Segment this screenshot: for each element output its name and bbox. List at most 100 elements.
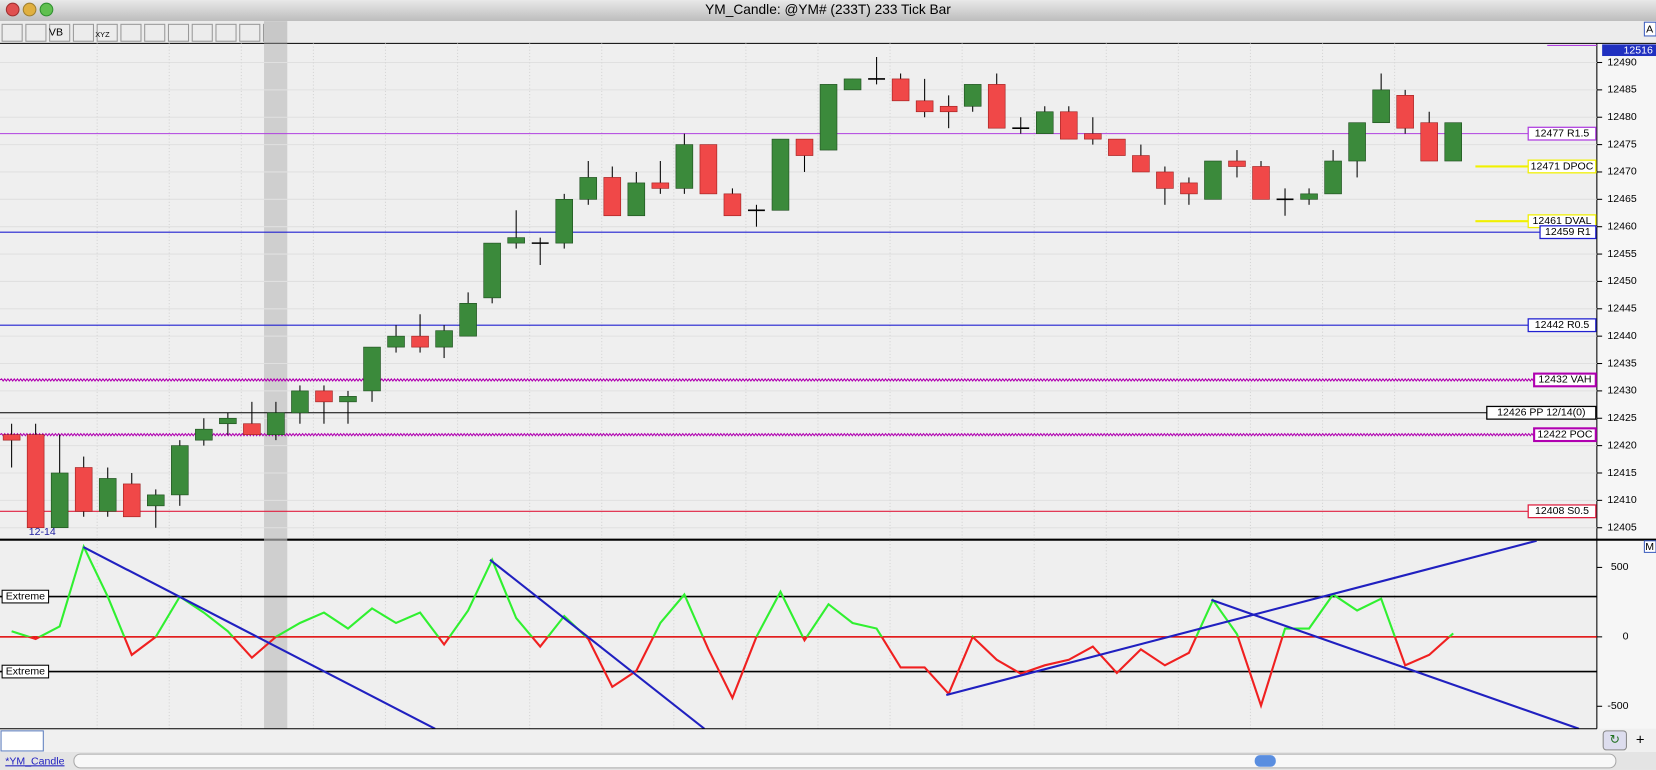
level-label: 12459 R1 (1545, 226, 1591, 238)
toolbar-icon[interactable] (167, 23, 190, 42)
candle-body (411, 335, 429, 348)
candle-body (1084, 133, 1102, 140)
candle-body (771, 138, 790, 211)
y-tick-label: 12475 (1607, 138, 1636, 150)
level-label-box (1539, 225, 1597, 240)
candle-body (387, 335, 405, 348)
side-button-label[interactable]: M (1645, 541, 1654, 553)
toolbar-label[interactable]: XYZ (95, 30, 110, 39)
level-label-box (1486, 405, 1597, 420)
close-button[interactable] (5, 2, 20, 17)
candle-body (819, 84, 838, 151)
candle-body (795, 138, 814, 156)
candle-body (963, 84, 982, 107)
price-axis (1596, 43, 1656, 753)
level-label-box (1533, 427, 1597, 443)
refresh-icon[interactable]: ↻ (1610, 733, 1621, 747)
candle-body (315, 390, 333, 403)
candle-body (2, 434, 21, 441)
level-label: 12461 DVAL (1532, 215, 1591, 227)
minimize-button[interactable] (22, 2, 37, 17)
refresh-button[interactable] (1602, 730, 1627, 751)
side-button-label[interactable]: A (1646, 23, 1654, 35)
level-label: 12442 R0.5 (1535, 319, 1590, 331)
y-tick-label: 12405 (1607, 522, 1636, 534)
toolbar-icon[interactable] (72, 23, 94, 42)
candle-body (555, 199, 573, 244)
toolbar-label[interactable]: VB (49, 27, 63, 39)
candle-body (26, 434, 45, 529)
level-label: 12408 S0.5 (1535, 505, 1589, 517)
y-tick-label: 12450 (1607, 275, 1636, 287)
candle-body (843, 78, 862, 91)
candle-body (1204, 160, 1222, 200)
y-tick-label: 12410 (1607, 494, 1636, 506)
y-tick-label: 12460 (1607, 220, 1636, 232)
trendline[interactable] (489, 558, 706, 729)
y-tick-label: 12440 (1607, 330, 1636, 342)
level-label-box (1533, 372, 1597, 388)
y-tick-label: 12485 (1607, 84, 1636, 96)
y-tick-label: 12425 (1607, 412, 1636, 424)
level-label-box (1527, 126, 1597, 141)
zoom-button[interactable] (39, 2, 54, 17)
candle-body (98, 478, 117, 512)
toolbar-icon[interactable] (191, 23, 213, 42)
candle-body (171, 445, 189, 496)
toolbar-icon[interactable] (144, 23, 166, 42)
candle-body (915, 100, 934, 113)
toolbar-icon[interactable] (1, 23, 23, 42)
reference-label: Extreme (6, 590, 45, 602)
toolbar-icon[interactable] (25, 23, 47, 42)
candle-body (147, 494, 165, 507)
top-price-box (1602, 44, 1656, 57)
toolbar-icon[interactable] (215, 23, 237, 42)
candle-body (1180, 182, 1198, 195)
candles (2, 57, 1462, 529)
candle-body (1252, 166, 1270, 200)
candle-body (723, 193, 742, 217)
y-tick-label: 12420 (1607, 439, 1636, 451)
trendline[interactable] (82, 546, 436, 729)
scrollbar-track[interactable] (73, 753, 1617, 769)
candle-body (1108, 138, 1126, 156)
candle-body (1300, 193, 1318, 200)
toolbar-icon[interactable] (120, 23, 142, 42)
tab-label[interactable]: *YM_Candle (5, 755, 64, 767)
toolbar-icon[interactable] (96, 23, 118, 42)
y-tick-label: -500 (1607, 700, 1628, 712)
y-tick-label: 0 (1623, 631, 1629, 643)
candle-body (1060, 111, 1078, 140)
y-tick-label: 12490 (1607, 56, 1636, 68)
toolbar-highlight (264, 21, 288, 44)
candle-body (122, 483, 141, 518)
level-label: 12422 POC (1537, 428, 1592, 440)
candle-body (267, 412, 285, 435)
scrollbar-thumb[interactable] (1254, 755, 1276, 767)
time-axis (0, 728, 1656, 753)
toolbar-icon[interactable] (239, 23, 261, 42)
candle-body (1156, 171, 1174, 189)
candle-body (219, 417, 237, 425)
candle-body (1036, 111, 1054, 134)
level-label: 12477 R1.5 (1535, 127, 1590, 139)
reference-label-box (1, 664, 50, 679)
toolbar-icon[interactable] (49, 23, 71, 42)
oscillator-panel (0, 540, 1597, 729)
trendlines (82, 540, 1580, 729)
trendline[interactable] (1211, 598, 1580, 729)
trendline[interactable] (946, 540, 1537, 696)
add-button[interactable]: + (1636, 732, 1645, 748)
y-tick-label: 500 (1611, 561, 1629, 573)
input-box[interactable] (0, 730, 44, 752)
candle-body (363, 346, 381, 392)
candle-body (50, 472, 69, 529)
candle-body (435, 330, 453, 348)
y-tick-label: 12470 (1607, 166, 1636, 178)
candle-body (291, 390, 309, 414)
reference-label-box (1, 589, 50, 604)
candle-body (627, 182, 646, 217)
candle-body (243, 423, 261, 435)
